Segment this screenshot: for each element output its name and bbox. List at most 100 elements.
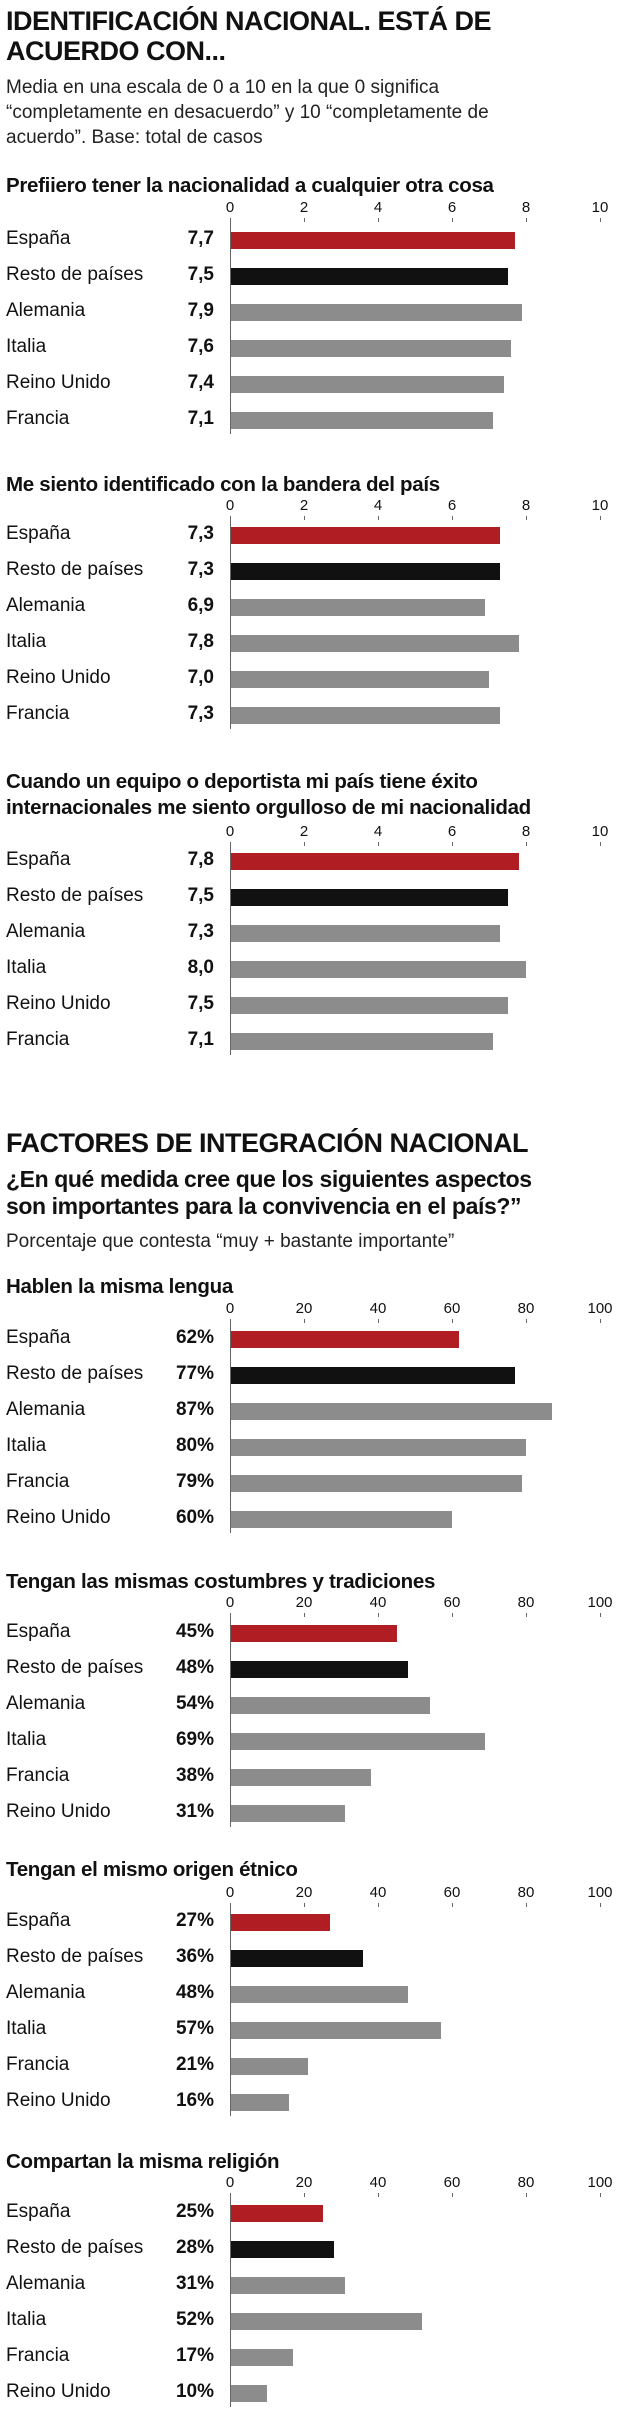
category-label: Reino Unido [6,2090,111,2111]
value-label: 7,5 [187,993,214,1014]
bar-reino-unido [231,996,508,1014]
tick-mark [526,218,527,222]
bar-italia [231,1732,486,1750]
tick-mark [526,842,527,846]
tick-label: 20 [295,1884,313,1901]
chart-title: Hablen la misma lengua [6,1275,233,1298]
chart-title: Compartan la misma religión [6,2150,280,2173]
tick-mark [452,1319,453,1323]
chart-title-line1: Cuando un equipo o deportista mi país ti… [6,770,478,793]
category-label: Resto de países [6,1363,144,1384]
bar-resto-de-países [231,888,508,906]
tick-mark [378,842,379,846]
bar-italia [231,2312,423,2330]
value-label: 21% [175,2054,214,2075]
bar-alemania [231,924,501,942]
category-label: Resto de países [6,885,144,906]
tick-label: 2 [299,199,309,216]
tick-label: 4 [373,823,383,840]
category-label: Resto de países [6,1946,144,1967]
value-label: 7,1 [187,408,214,429]
tick-mark [600,1319,601,1323]
value-label: 6,9 [187,595,214,616]
tick-mark [526,1613,527,1617]
tick-label: 0 [225,823,235,840]
bar-francia [231,706,501,724]
tick-label: 0 [225,1884,235,1901]
tick-label: 60 [443,1300,461,1317]
bar-alemania [231,1696,430,1714]
value-label: 7,4 [187,372,214,393]
section1-title-line2: ACUERDO CON... [6,36,226,66]
bar-francia [231,2348,293,2366]
bar-francia [231,1032,493,1050]
section1-subtitle-line2: “completamente en desacuerdo” y 10 “comp… [6,102,489,123]
chart-title: Prefiiero tener la nacionalidad a cualqu… [6,174,494,197]
tick-mark [452,516,453,520]
category-label: Reino Unido [6,667,111,688]
category-label: Italia [6,2018,47,2039]
bar-alemania [231,1402,552,1420]
value-label: 31% [175,1801,214,1822]
bar-reino-unido [231,670,489,688]
tick-label: 20 [295,1594,313,1611]
bar-resto-de-países [231,1660,408,1678]
tick-label: 100 [587,1884,613,1901]
category-label: España [6,1621,71,1642]
tick-mark [378,516,379,520]
tick-mark [600,218,601,222]
bar-italia [231,1438,526,1456]
bar-italia [231,339,512,357]
bar-españa [231,526,501,544]
tick-mark [378,1903,379,1907]
bar-italia [231,960,526,978]
y-axis-line [230,1319,231,1533]
tick-mark [378,2193,379,2197]
bar-francia [231,1768,371,1786]
tick-label: 0 [225,199,235,216]
tick-mark [452,842,453,846]
bar-reino-unido [231,375,504,393]
value-label: 60% [175,1507,214,1528]
tick-label: 100 [587,1300,613,1317]
tick-label: 80 [517,1884,535,1901]
bar-italia [231,2021,441,2039]
value-label: 28% [175,2237,214,2258]
category-label: Alemania [6,1399,86,1420]
value-label: 16% [175,2090,214,2111]
bar-alemania [231,598,486,616]
value-label: 57% [175,2018,214,2039]
tick-label: 0 [225,1594,235,1611]
value-label: 7,7 [187,228,214,249]
tick-label: 40 [369,1300,387,1317]
tick-label: 40 [369,1884,387,1901]
bar-alemania [231,1985,408,2003]
value-label: 7,1 [187,1029,214,1050]
tick-mark [304,1613,305,1617]
tick-mark [452,1613,453,1617]
chart-title: Tengan las mismas costumbres y tradicion… [6,1570,436,1593]
bar-españa [231,2204,323,2222]
section2-title: FACTORES DE INTEGRACIÓN NACIONAL [6,1128,529,1158]
value-label: 10% [175,2381,214,2402]
category-label: Resto de países [6,1657,144,1678]
tick-label: 0 [225,497,235,514]
value-label: 7,3 [187,523,214,544]
tick-mark [304,218,305,222]
category-label: Alemania [6,1693,86,1714]
category-label: España [6,849,71,870]
category-label: Italia [6,336,47,357]
y-axis-line [230,516,231,729]
category-label: Francia [6,1471,70,1492]
tick-label: 20 [295,2174,313,2191]
category-label: Italia [6,1435,47,1456]
tick-label: 4 [373,199,383,216]
category-label: Reino Unido [6,993,111,1014]
y-axis-line [230,1613,231,1827]
category-label: Reino Unido [6,2381,111,2402]
bar-reino-unido [231,2384,267,2402]
bar-españa [231,231,515,249]
tick-label: 40 [369,1594,387,1611]
value-label: 54% [175,1693,214,1714]
